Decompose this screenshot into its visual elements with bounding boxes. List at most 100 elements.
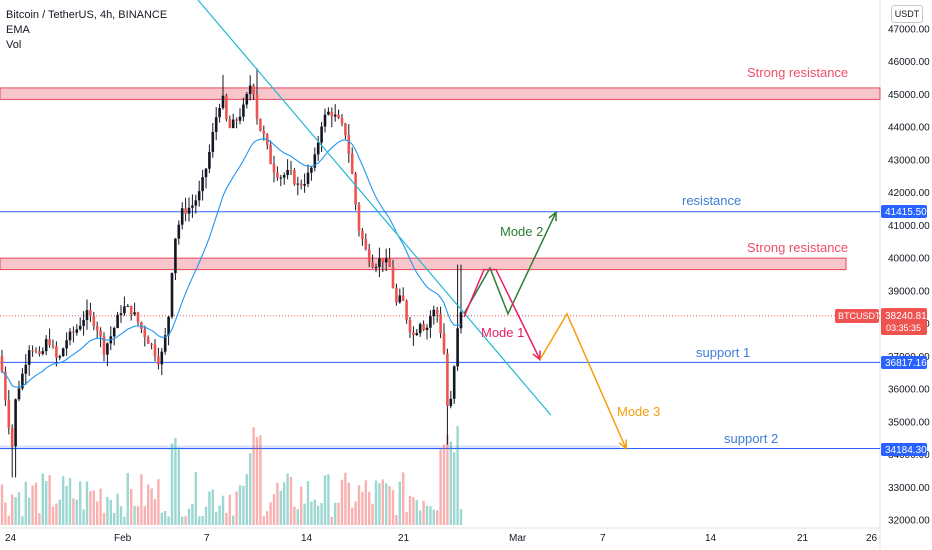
time-tick-label: 14 [301,533,313,544]
candle-body [228,119,232,128]
volume-bar [252,427,255,525]
volume-bar [344,472,347,525]
descending-trendline[interactable] [197,0,552,416]
candle-body [357,204,361,231]
candle-body [367,249,371,262]
volume-bar [201,515,204,525]
candle-body [316,142,320,155]
resistance-tag-text: 41415.50 [885,207,927,218]
volume-bar [187,508,191,525]
volume-bar [160,512,163,525]
volume-bar [204,506,208,525]
volume-bar [374,480,378,525]
candle-body [242,104,245,117]
candle-body [163,335,167,352]
volume-bar [385,483,388,525]
volume-bar [368,491,371,525]
candle-body [289,170,293,172]
mode3-path[interactable] [539,312,627,449]
candle-body [282,175,286,178]
ema-line [1,138,462,388]
candle-body [259,118,262,131]
candle-body [299,183,303,186]
volume-bar [313,499,316,525]
candle-body [327,111,330,115]
strong-resistance-top-label: Strong resistance [747,65,848,80]
volume-bar [181,516,184,525]
support1-tag-bg [881,356,927,369]
volume-bar [174,437,177,525]
candle-body [153,344,157,357]
volume-bar [123,516,126,525]
candle-body [68,331,72,341]
mode3-arrowhead[interactable] [618,439,628,451]
candle-body [381,258,385,263]
candle-body [391,266,395,288]
price-tick-label: 46000.00 [888,57,930,68]
vol-indicator-label[interactable]: Vol [6,39,22,51]
volume-bar [412,497,415,525]
volume-bar [34,482,38,525]
mode1-arrowhead[interactable] [532,350,541,362]
volume-bar [310,501,313,525]
candle-body [388,258,391,267]
candle-body [180,208,184,225]
volume-bar [218,505,221,525]
resistance-tag-bg [881,205,927,218]
candle-body [143,329,147,338]
candle-body [432,309,436,317]
candle-body [72,331,75,333]
currency-unit-button[interactable]: USDT [891,5,923,23]
current-price-tag: 38240.81 [885,311,927,322]
volume-bar [306,481,310,525]
volume-bar [347,482,350,525]
drawings[interactable] [197,0,628,451]
candle-body [347,135,351,154]
candle-body [92,315,96,327]
candle-body [10,427,14,447]
volume-bar [99,488,102,525]
countdown-tag: 03:35:35 [886,323,921,333]
volume-bar [177,447,180,525]
candle-body [248,85,252,95]
candle-body [378,258,381,268]
candle-body [235,119,238,121]
time-tick-label: Feb [114,533,132,544]
candle-body [27,350,31,365]
candle-body [422,324,425,331]
support2-band [0,445,620,450]
mode2-path[interactable] [463,211,557,316]
candle-body [82,319,85,326]
volume-bar [323,475,327,525]
symbol-title[interactable]: Bitcoin / TetherUS, 4h, BINANCE [6,9,168,21]
candle-body [371,261,374,268]
chart-legend[interactable]: Bitcoin / TetherUS, 4h, BINANCE EMA Vol [6,8,167,53]
volume-bar [55,503,58,525]
candle-body [85,310,89,320]
candle-body [116,314,119,328]
candle-body [157,356,160,365]
volume-bar [402,472,405,525]
volume-bar [272,494,276,525]
mode1-path[interactable] [463,268,541,360]
candle-body [238,116,242,121]
volume-bar [361,491,364,525]
time-tick-label: 14 [705,533,717,544]
price-tags: 41415.50 BTCUSDT 38240.81 03:35:35 36817… [835,205,927,456]
volume-bar [283,482,286,525]
volume-bar [276,482,279,525]
candle-body [58,356,62,358]
volume-bar [266,511,269,525]
time-axis[interactable]: 24 Feb 7 14 21 Mar 7 14 21 26 [5,533,878,544]
mode2-arrowhead[interactable] [548,210,557,222]
ema-indicator-label[interactable]: EMA [6,24,30,36]
candle-body [364,239,368,250]
time-tick-label: Mar [509,533,527,544]
volume-bar [24,481,27,525]
candle-body [7,400,11,428]
candle-body [102,336,106,355]
strong-resistance-zone-top[interactable] [0,87,881,100]
volume-bar [92,490,95,525]
